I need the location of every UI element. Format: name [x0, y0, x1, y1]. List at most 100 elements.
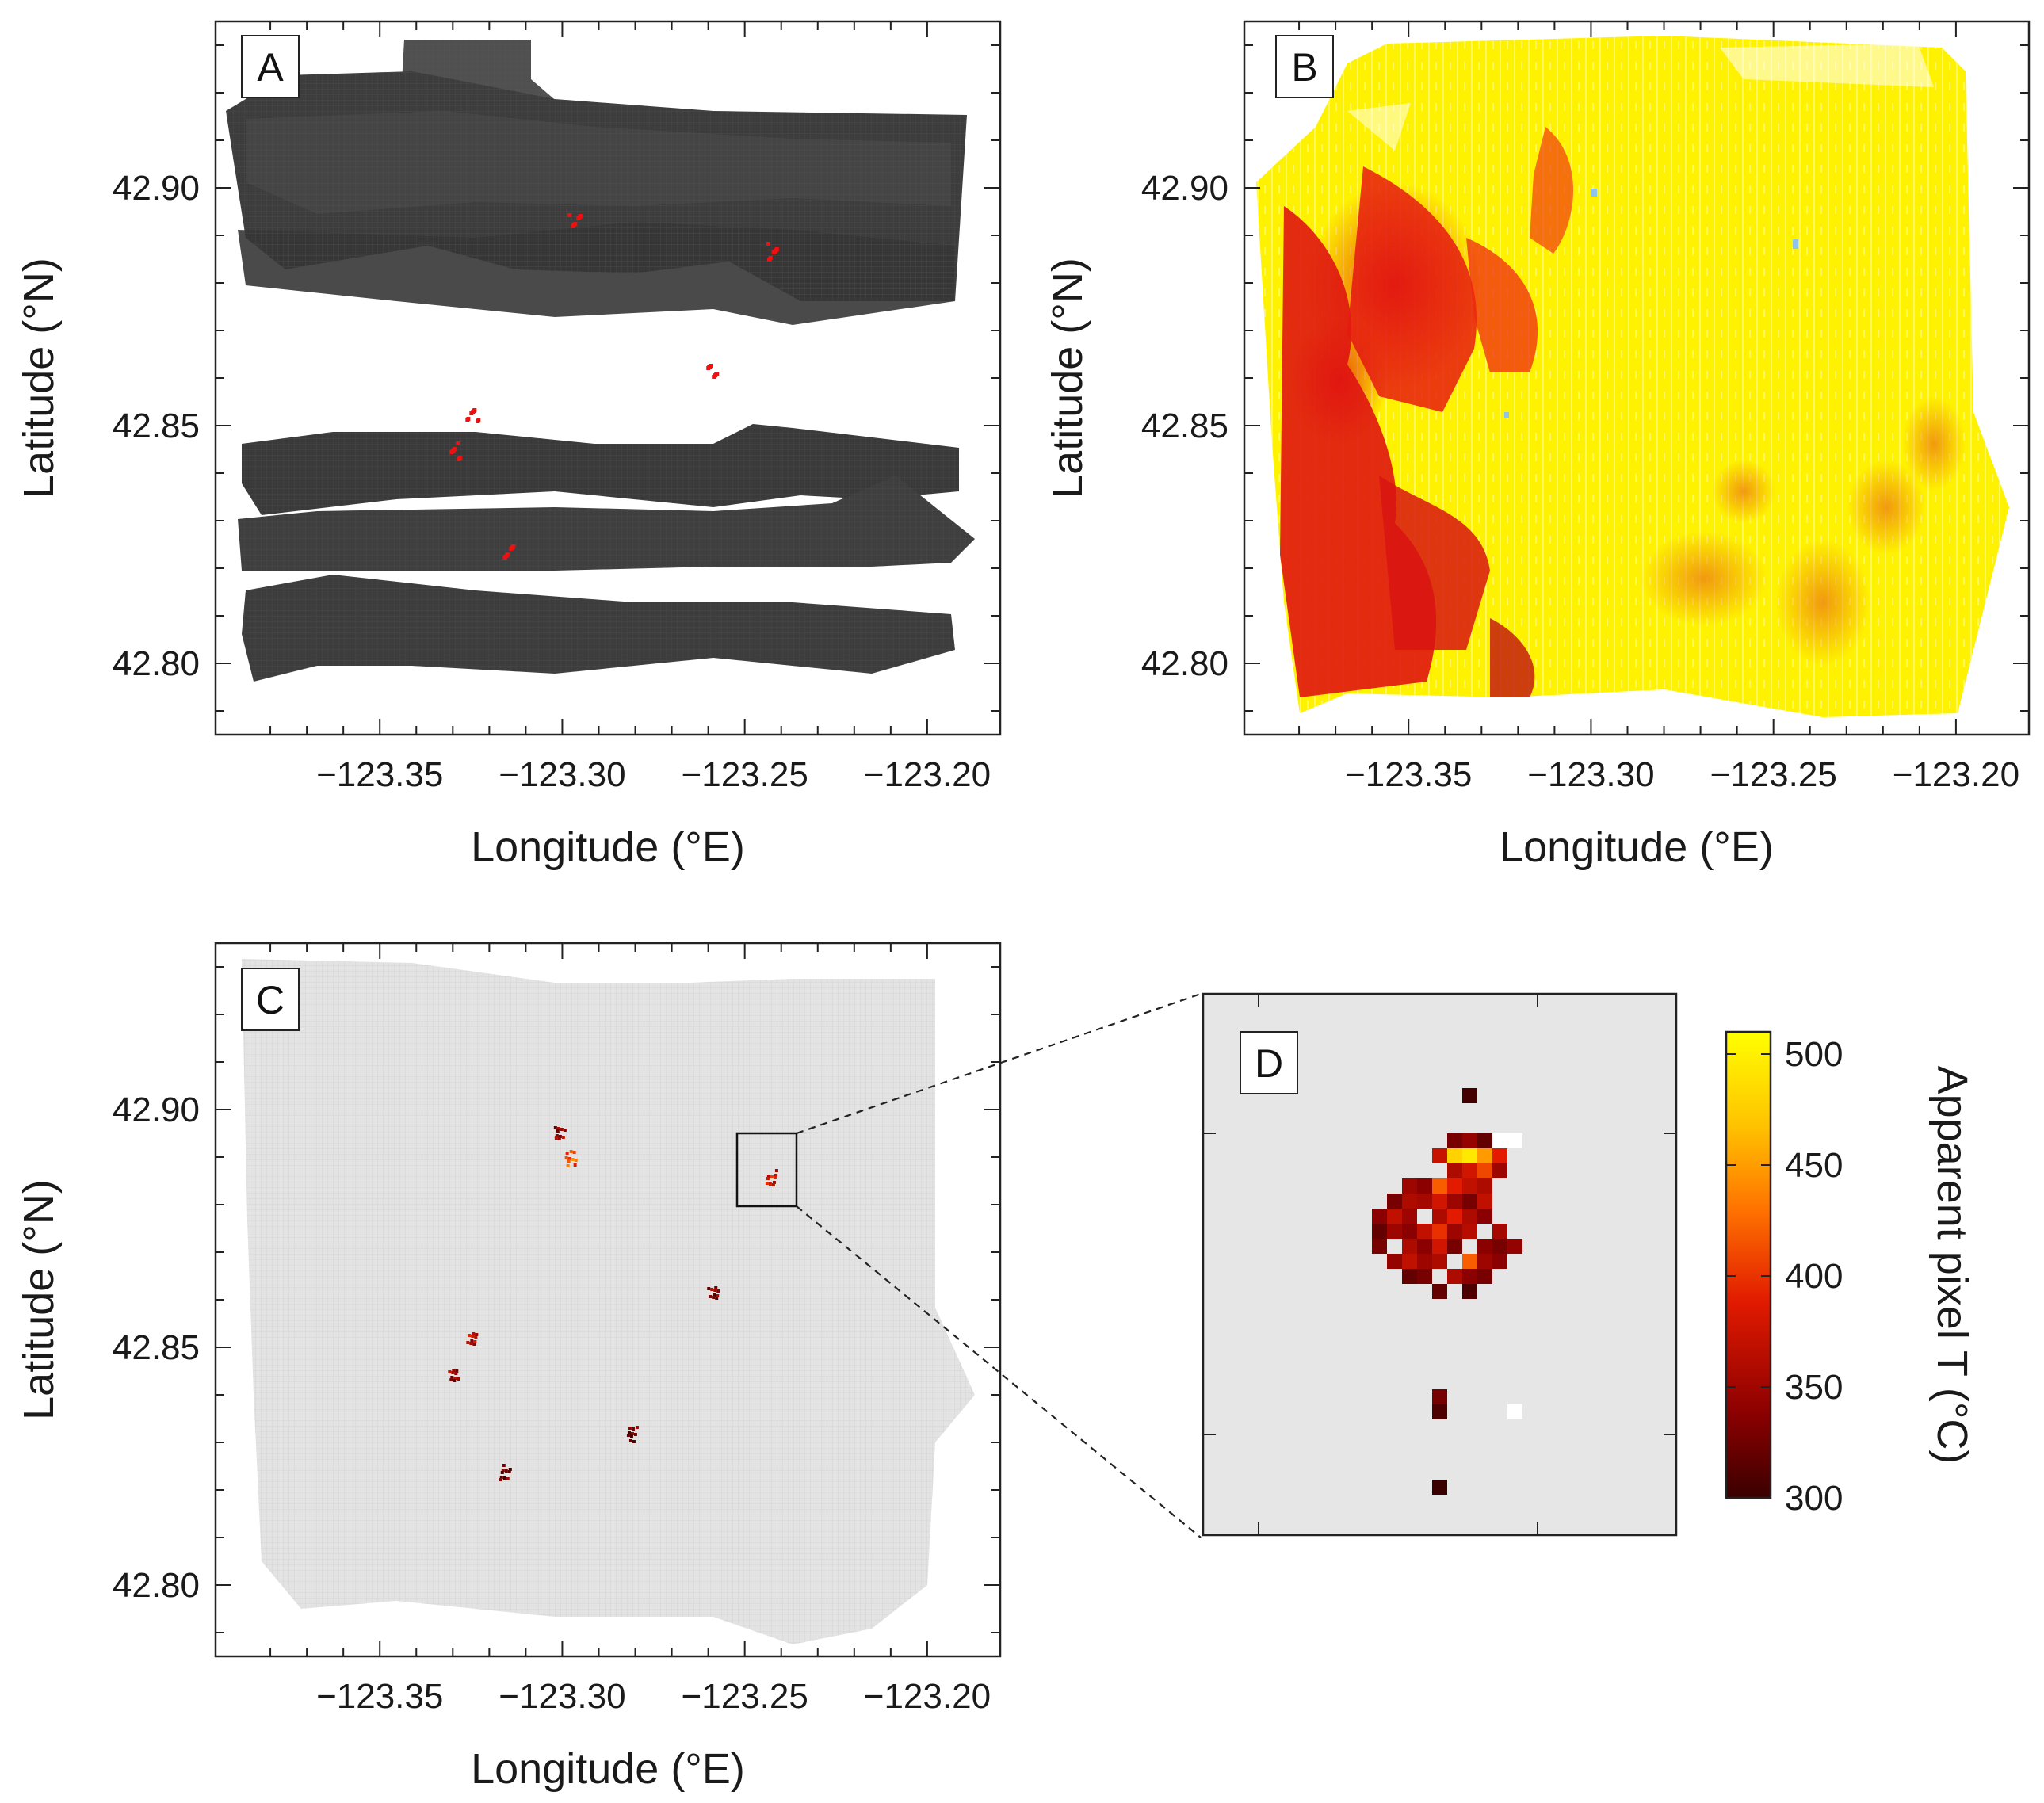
- hot-spot-cluster: [567, 213, 583, 228]
- x-tick-label: −123.35: [316, 755, 443, 794]
- temperature-pixel: [1492, 1239, 1507, 1254]
- hot-spot-cluster: [502, 544, 516, 560]
- colorbar: 500 450 400 350 300 Apparent pixel T (°C): [1725, 1030, 1976, 1518]
- hot-pixel: [466, 1341, 470, 1344]
- hot-pixel: [766, 242, 770, 246]
- temperature-pixel: [1417, 1194, 1432, 1209]
- temperature-pixel: [1447, 1209, 1462, 1224]
- temperature-pixel: [1417, 1269, 1432, 1284]
- temperature-pixel: [1462, 1088, 1477, 1103]
- hot-pixel: [563, 1129, 567, 1132]
- temperature-pixel: [1447, 1148, 1462, 1163]
- y-axis-title: Latitude (°N): [1044, 258, 1091, 498]
- hot-pixel: [716, 1289, 720, 1293]
- hot-pixel: [449, 450, 454, 454]
- hot-pixel: [557, 1137, 561, 1140]
- panel-letter-c-text: C: [256, 978, 285, 1022]
- temperature-pixel: [1387, 1209, 1402, 1224]
- hot-pixel: [452, 1369, 456, 1372]
- hot-pixel: [712, 1296, 716, 1299]
- hot-pixel: [628, 1439, 632, 1442]
- hot-pixel: [450, 1376, 454, 1379]
- temperature-pixel: [1477, 1194, 1492, 1209]
- x-tick-label: −123.35: [316, 1677, 443, 1716]
- cold-spot: [1793, 239, 1798, 249]
- hot-pixel: [629, 1434, 633, 1438]
- temperature-pixel: [1477, 1254, 1492, 1269]
- hot-pixel: [774, 1174, 777, 1177]
- zoom-line-top: [796, 992, 1202, 1135]
- x-tick-label: −123.25: [1710, 755, 1837, 794]
- temperature-pixel: [1417, 1254, 1432, 1269]
- panel-letter-a: A: [241, 35, 300, 98]
- hot-pixel: [500, 1471, 504, 1474]
- hot-pixel: [770, 1175, 774, 1178]
- temperature-pixel: [1402, 1224, 1417, 1239]
- hot-pixel: [508, 1468, 512, 1471]
- hot-pixel: [630, 1432, 634, 1435]
- hot-pixel: [499, 1476, 503, 1479]
- hot-pixel: [475, 1333, 479, 1336]
- panel-d-ticks: [1203, 994, 1676, 1535]
- x-tick-label: −123.35: [1345, 755, 1472, 794]
- hot-pixel: [766, 1177, 770, 1180]
- hot-spot-cluster: [465, 408, 481, 423]
- hot-pixel: [707, 1287, 711, 1290]
- hot-pixel: [453, 1379, 457, 1382]
- hot-spot-cluster: [466, 1332, 479, 1346]
- hot-spot-cluster: [707, 1286, 720, 1300]
- hot-pixel: [771, 250, 776, 254]
- colorbar-tick-label: 500: [1785, 1035, 1843, 1074]
- hot-pixel: [571, 224, 575, 228]
- temperature-pixel: [1462, 1148, 1477, 1163]
- panel-letter-c: C: [241, 968, 300, 1031]
- temperature-pixel: [1492, 1254, 1507, 1269]
- hot-pixel: [712, 375, 716, 379]
- temperature-pixel: [1432, 1194, 1447, 1209]
- temperature-pixel: [1477, 1209, 1492, 1224]
- panel-letter-b-text: B: [1291, 45, 1317, 90]
- panel-b-temperature-map: [1256, 36, 2009, 717]
- hot-spot-cluster: [766, 242, 779, 262]
- panel-a: [226, 40, 975, 682]
- temperature-pixel: [1492, 1163, 1507, 1178]
- x-tick-label: −123.30: [499, 1677, 625, 1716]
- hot-pixel: [465, 418, 470, 422]
- hot-pixel: [715, 1297, 719, 1300]
- panel-c: [242, 959, 1202, 1644]
- temperature-pixel: [1432, 1209, 1447, 1224]
- hot-pixel: [716, 1294, 720, 1297]
- zoom-line-bottom: [796, 1205, 1202, 1538]
- y-tick-label: 42.85: [1141, 407, 1228, 445]
- cold-spot: [1591, 189, 1597, 197]
- temperature-pixel: [1432, 1148, 1447, 1163]
- temperature-pixel: [1462, 1284, 1477, 1299]
- hot-pixel: [773, 1176, 777, 1179]
- temperature-pixel: [1387, 1254, 1402, 1269]
- hot-pixel: [502, 556, 507, 560]
- colorbar-gradient: [1725, 1030, 1772, 1499]
- panel-c-axes: −123.35 −123.30 −123.25 −123.20 42.90 42.85 42…: [15, 942, 1002, 1793]
- hot-pixel: [556, 1129, 560, 1133]
- y-tick-label: 42.90: [1141, 169, 1228, 208]
- inset-box: [735, 1132, 798, 1208]
- x-tick-label: −123.30: [1527, 755, 1654, 794]
- x-tick-label: −123.20: [1893, 755, 2019, 794]
- temperature-pixel: [1477, 1178, 1492, 1194]
- x-axis-title: Longitude (°E): [471, 823, 745, 871]
- x-tick-label: −123.20: [864, 1677, 991, 1716]
- temperature-pixel: [1432, 1284, 1447, 1299]
- temperature-pixel: [1447, 1269, 1462, 1284]
- hot-pixel: [469, 1342, 473, 1345]
- hot-pixel: [628, 1427, 632, 1430]
- temperature-pixel: [1387, 1194, 1402, 1209]
- white-pixel: [1507, 1404, 1522, 1419]
- temperature-pixel: [1462, 1269, 1477, 1284]
- hot-pixel: [567, 1157, 571, 1160]
- hot-pixel: [706, 366, 711, 370]
- colorbar-ticks: 500 450 400 350 300: [1726, 1035, 1843, 1518]
- y-tick-label: 42.80: [113, 644, 200, 683]
- hot-pixel: [472, 1332, 476, 1335]
- temperature-pixel: [1447, 1224, 1462, 1239]
- temperature-pixel: [1432, 1480, 1447, 1495]
